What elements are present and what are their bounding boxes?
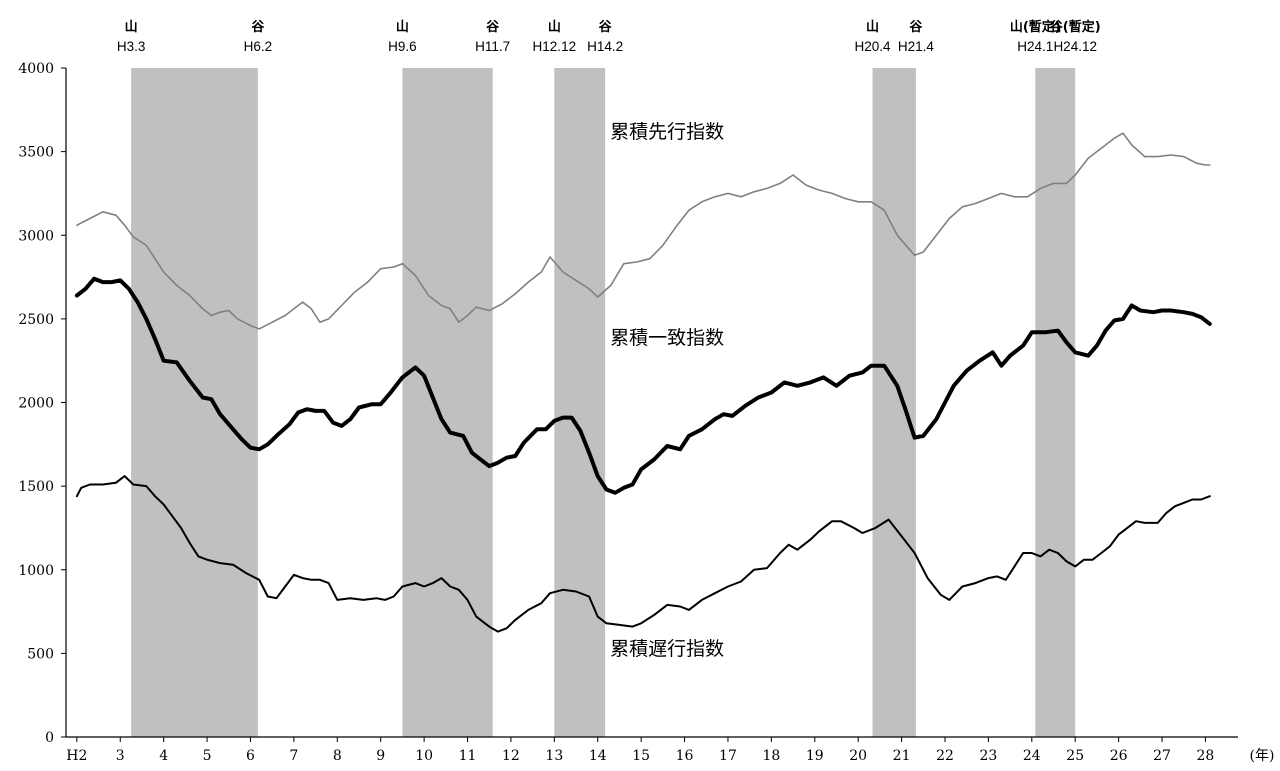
turning-point-date-5: H14.2 — [587, 39, 623, 54]
series-line-1 — [74, 276, 1212, 495]
y-tick-label-3: 1500 — [18, 479, 54, 495]
x-tick-label-20: 22 — [936, 748, 954, 764]
series-lines — [74, 132, 1212, 633]
turning-point-date-2: H9.6 — [388, 39, 417, 54]
y-tick-label-2: 1000 — [18, 563, 54, 579]
y-tick-label-8: 4000 — [18, 61, 54, 77]
x-tick-label-12: 14 — [589, 748, 607, 764]
turning-point-date-1: H6.2 — [244, 39, 273, 54]
x-tick-label-8: 10 — [415, 748, 433, 764]
series-label-1: 累積一致指数 — [610, 327, 724, 349]
turning-point-labels: 山 H3.3 谷 H6.2 山 H9.6 谷 H11.7 山 H12.12 谷 H14.2 山 H20.4… — [117, 19, 1101, 54]
x-tick-label-7: 9 — [376, 748, 385, 764]
x-tick-label-23: 25 — [1066, 748, 1084, 764]
turning-point-kind-2: 山 — [396, 19, 409, 35]
x-axis-ticks: H2 3 4 5 6 7 8 9 10 11 12 13 14 15 16 17 18 19 20 21 22 23 24 2… — [66, 737, 1274, 764]
x-tick-label-5: 7 — [289, 748, 298, 764]
x-tick-label-3: 5 — [203, 748, 212, 764]
y-tick-label-7: 3500 — [18, 145, 54, 161]
turning-point-kind-9: 谷(暫定) — [1050, 19, 1101, 35]
x-tick-label-26: 28 — [1197, 748, 1215, 764]
recession-band-2 — [554, 68, 606, 737]
series-label-2: 累積遅行指数 — [610, 638, 724, 660]
turning-point-date-0: H3.3 — [117, 39, 146, 54]
x-tick-label-25: 27 — [1153, 748, 1171, 764]
turning-point-date-9: H24.12 — [1053, 39, 1097, 54]
turning-point-date-6: H20.4 — [854, 39, 891, 54]
turning-point-kind-7: 谷 — [909, 19, 923, 35]
recession-band-3 — [872, 68, 916, 737]
turning-point-date-7: H21.4 — [898, 39, 935, 54]
x-tick-label-18: 20 — [849, 748, 867, 764]
x-tick-label-24: 26 — [1110, 748, 1128, 764]
x-tick-label-0: H2 — [66, 748, 87, 764]
turning-point-date-4: H12.12 — [533, 39, 577, 54]
x-axis-unit: (年) — [1250, 748, 1275, 764]
x-tick-label-13: 15 — [632, 748, 650, 764]
turning-point-kind-5: 谷 — [599, 19, 613, 35]
series-line-2 — [75, 475, 1211, 633]
y-tick-label-6: 3000 — [18, 228, 54, 244]
turning-point-kind-3: 谷 — [486, 19, 500, 35]
turning-point-kind-4: 山 — [548, 19, 561, 35]
recession-band-0 — [131, 68, 258, 737]
recession-band-1 — [402, 68, 493, 737]
turning-point-date-8: H24.1 — [1017, 39, 1053, 54]
x-tick-label-19: 21 — [893, 748, 911, 764]
x-tick-label-4: 6 — [246, 748, 255, 764]
series-label-0: 累積先行指数 — [610, 121, 724, 143]
x-tick-label-11: 13 — [545, 748, 563, 764]
turning-point-kind-0: 山 — [125, 19, 138, 35]
recession-bands — [131, 68, 1076, 737]
x-tick-label-9: 11 — [459, 748, 477, 764]
x-tick-label-15: 17 — [719, 748, 737, 764]
x-tick-label-6: 8 — [333, 748, 342, 764]
x-tick-label-22: 24 — [1023, 748, 1041, 764]
x-tick-label-1: 3 — [116, 748, 125, 764]
x-tick-label-10: 12 — [502, 748, 520, 764]
y-axis-ticks: 0 500 1000 1500 2000 2500 3000 3500 4000 — [18, 61, 66, 746]
y-tick-label-1: 500 — [27, 646, 54, 662]
x-tick-label-17: 19 — [806, 748, 824, 764]
y-tick-label-4: 2000 — [18, 396, 54, 412]
x-tick-label-14: 16 — [676, 748, 694, 764]
y-tick-label-5: 2500 — [18, 312, 54, 328]
recession-band-4 — [1035, 68, 1076, 737]
turning-point-date-3: H11.7 — [475, 39, 510, 54]
turning-point-kind-8: 山(暫定) — [1010, 19, 1061, 35]
y-tick-label-0: 0 — [45, 730, 54, 746]
x-tick-label-2: 4 — [159, 748, 168, 764]
turning-point-kind-1: 谷 — [251, 19, 265, 35]
x-tick-label-16: 18 — [762, 748, 780, 764]
x-tick-label-21: 23 — [979, 748, 997, 764]
turning-point-kind-6: 山 — [866, 19, 879, 35]
series-line-0 — [76, 132, 1211, 330]
